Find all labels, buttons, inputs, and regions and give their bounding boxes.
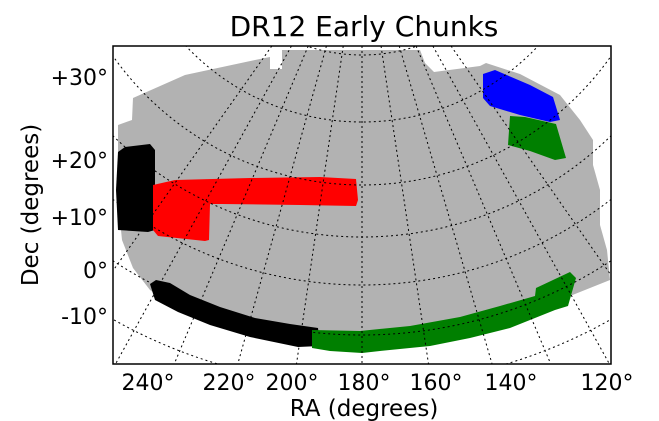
x-tick-label: 160° [410,371,463,396]
y-tick-label: 0° [83,259,108,284]
y-axis-label: Dec (degrees) [18,124,44,286]
chunk-green-south [312,272,576,353]
chunk-black-north [116,144,155,232]
plot-frame [112,45,612,365]
x-tick-label: 240° [122,371,175,396]
ra-grid-line [380,46,430,364]
dec-grid-line [113,55,611,186]
chart-title: DR12 Early Chunks [230,10,499,43]
chunk-blue [483,70,560,122]
grid-lines [113,46,611,364]
x-tick-label: 200° [266,371,319,396]
x-tick-label: 220° [203,371,256,396]
y-tick-label: +20° [51,149,108,174]
ra-grid-line [450,46,611,277]
chunk-green-north [508,116,566,160]
x-axis-label: RA (degrees) [290,396,439,421]
x-tick-label: 120° [581,371,634,396]
ra-grid-line [173,46,309,364]
ra-grid-line [113,46,273,272]
x-axis-ticks: 240° 220° 200° 180° 160° 140° 120° [122,371,634,396]
y-tick-label: +30° [51,66,108,91]
survey-footprint [118,50,610,348]
x-tick-label: 140° [485,371,538,396]
ra-grid-line [398,46,493,364]
ra-grid-line [237,46,327,364]
y-axis-ticks: +30° +20° +10° 0° -10° [51,66,108,330]
x-tick-label: 180° [338,371,391,396]
y-tick-label: -10° [61,305,108,330]
chunk-black-south [150,280,320,347]
ra-grid-line [295,46,344,364]
chunk-red [153,177,358,241]
y-tick-label: +10° [51,206,108,231]
ra-grid-line [415,46,552,364]
